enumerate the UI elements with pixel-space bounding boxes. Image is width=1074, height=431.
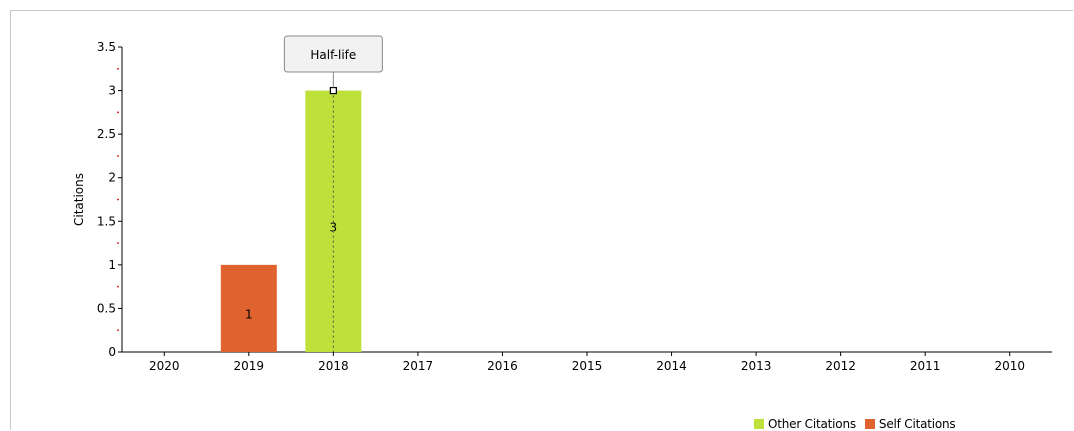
y-tick-label: 0.5 [97,301,116,315]
chart-frame [10,10,1073,430]
x-tick-label: 2016 [487,359,518,373]
y-tick-label: 1 [108,258,116,272]
y-tick-label: 1.5 [97,214,116,228]
bar-value-label: 1 [245,307,253,321]
legend-swatch [754,419,764,429]
legend-item: Self Citations [864,417,956,431]
half-life-label: Half-life [310,48,356,62]
legend-label: Other Citations [768,417,856,431]
x-tick-label: 2015 [572,359,603,373]
y-axis-title: Citations [72,173,86,226]
half-life-marker [329,86,337,95]
y-tick-label: 3 [108,84,116,98]
citations-bar-chart: 0 0.5 1 1.5 2 2.5 3 3.5 2020 2019 2018 2017 2016 2015… [72,35,1052,373]
x-tick-label: 2020 [149,359,180,373]
y-tick-label: 3.5 [97,40,116,54]
bar-self-citations [220,264,277,352]
x-tick-label: 2012 [825,359,856,373]
x-tick-label: 2014 [656,359,687,373]
legend-item: Other Citations [754,417,856,431]
x-tick-label: 2013 [741,359,772,373]
y-tick-label: 0 [108,345,116,359]
y-tick-label: 2 [108,171,116,185]
x-tick-label: 2018 [318,359,349,373]
y-tick-label: 2.5 [97,127,116,141]
legend-label: Self Citations [878,417,956,431]
x-tick-label: 2019 [234,359,265,373]
x-tick-label: 2017 [403,359,434,373]
chart-legend: Other Citations Self Citations [754,417,965,431]
x-tick-label: 2010 [994,359,1025,373]
x-tick-label: 2011 [910,359,941,373]
legend-swatch [864,419,875,429]
